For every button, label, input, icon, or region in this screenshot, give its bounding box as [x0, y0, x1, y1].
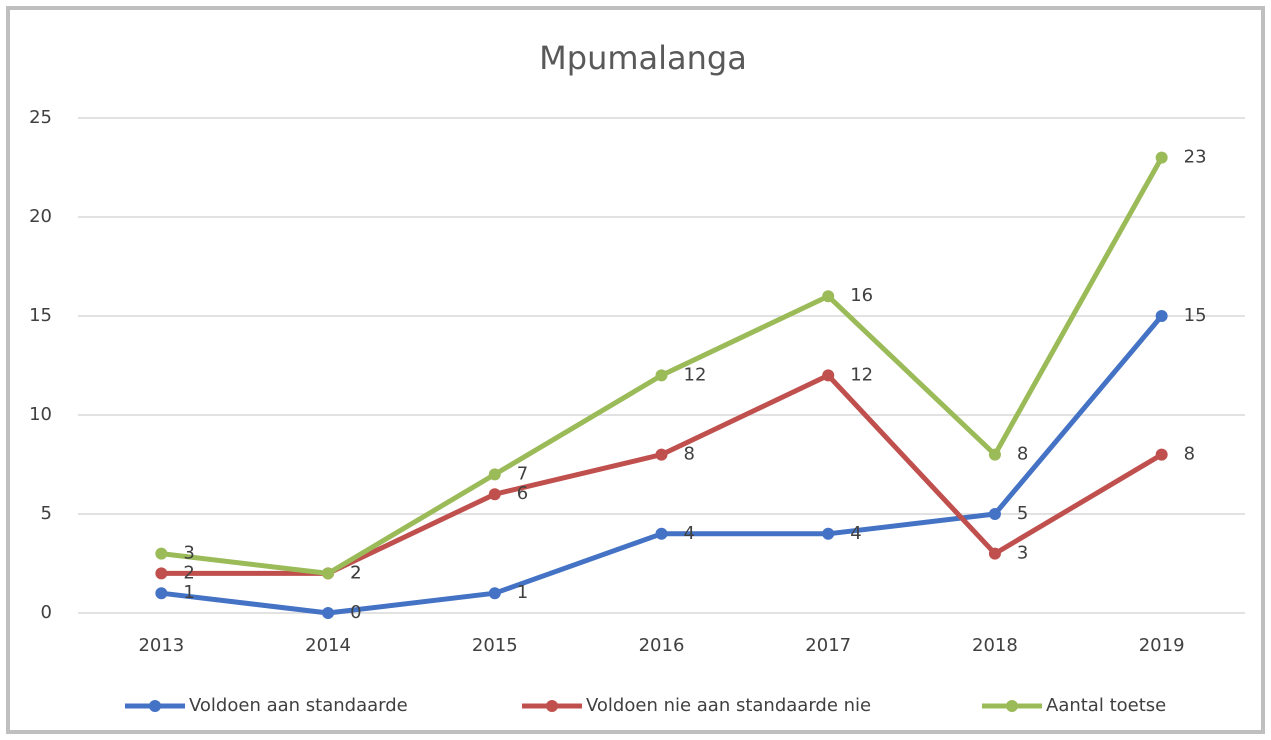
chart-title: Mpumalanga [539, 39, 747, 77]
data-label: 8 [1017, 444, 1028, 465]
data-label: 12 [850, 364, 873, 385]
data-label: 2 [350, 562, 361, 583]
data-label: 12 [684, 364, 707, 385]
marker [322, 567, 335, 580]
data-label: 8 [684, 444, 695, 465]
marker [488, 587, 501, 600]
x-tick-label: 2019 [1139, 635, 1185, 656]
legend-label: Aantal toetse [1046, 695, 1166, 716]
marker [1155, 310, 1168, 322]
data-label: 4 [850, 523, 861, 544]
marker [1155, 448, 1168, 461]
x-tick-label: 2014 [305, 635, 351, 656]
x-tick-label: 2015 [472, 635, 518, 656]
legend-marker [546, 700, 558, 712]
marker [655, 448, 668, 461]
marker [988, 547, 1001, 560]
marker [988, 448, 1001, 461]
y-tick-label: 5 [41, 503, 52, 524]
marker [155, 567, 168, 580]
data-label: 23 [1184, 147, 1207, 168]
data-label: 0 [350, 602, 361, 623]
chart-border [6, 6, 1265, 734]
y-tick-label: 0 [41, 602, 52, 623]
marker [1155, 151, 1168, 164]
data-label: 2 [350, 562, 361, 583]
legend-label: Voldoen nie aan standaarde nie [586, 695, 871, 716]
data-label: 7 [517, 463, 528, 484]
y-tick-label: 10 [29, 404, 52, 425]
marker [822, 290, 835, 303]
x-tick-label: 2017 [805, 635, 851, 656]
data-label: 1 [183, 582, 194, 603]
x-tick-label: 2016 [639, 635, 685, 656]
data-label: 1 [517, 582, 528, 603]
marker [322, 607, 335, 619]
marker [155, 587, 168, 600]
marker [155, 547, 168, 560]
marker [822, 369, 835, 382]
marker [822, 527, 835, 540]
data-label: 16 [850, 285, 873, 306]
y-tick-label: 15 [29, 305, 52, 326]
x-tick-label: 2013 [138, 635, 184, 656]
data-label: 3 [183, 543, 194, 564]
legend-marker [1006, 700, 1018, 712]
legend-marker [149, 700, 161, 712]
data-label: 5 [1017, 503, 1028, 524]
marker [488, 488, 501, 501]
y-tick-label: 25 [29, 107, 52, 128]
data-label: 8 [1184, 444, 1195, 465]
legend-label: Voldoen aan standaarde [189, 695, 408, 716]
marker [655, 369, 668, 382]
y-tick-label: 20 [29, 206, 52, 227]
marker [488, 468, 501, 481]
data-label: 6 [517, 483, 528, 504]
x-tick-label: 2018 [972, 635, 1018, 656]
marker [988, 508, 1001, 520]
data-label: 4 [684, 523, 695, 544]
data-label: 3 [1017, 543, 1028, 564]
marker [655, 527, 668, 540]
data-label: 2 [183, 562, 194, 583]
data-label: 15 [1184, 305, 1207, 326]
